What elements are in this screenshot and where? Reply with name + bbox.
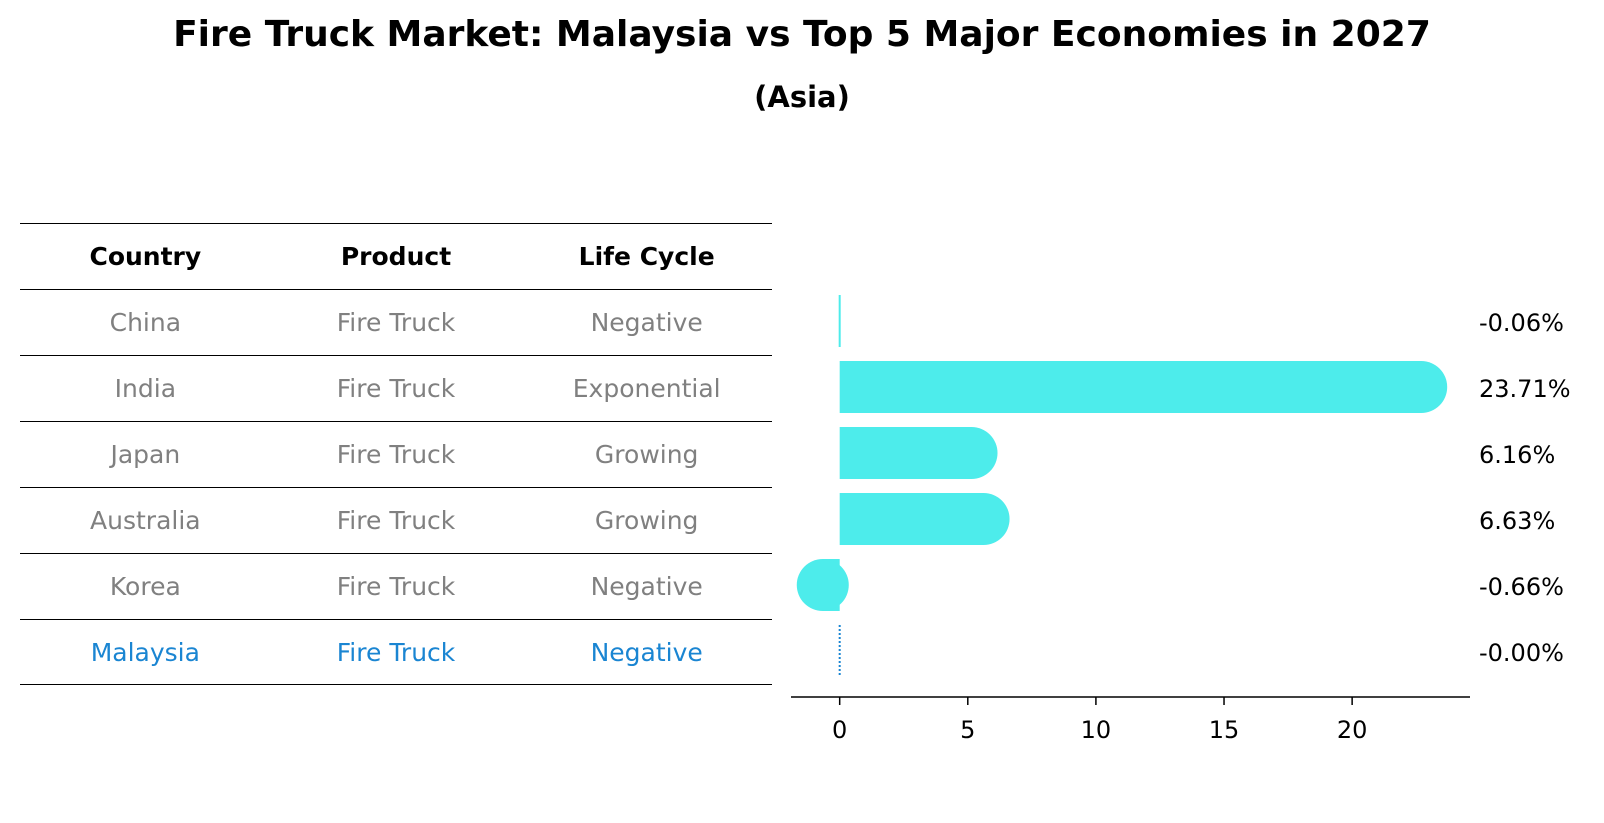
bar-value-label: -0.06% bbox=[1479, 309, 1564, 337]
table-row: Japan Fire Truck Growing bbox=[20, 421, 772, 487]
bar-value-label: 6.16% bbox=[1479, 441, 1555, 469]
comparison-table: Country Product Life Cycle China Fire Tr… bbox=[20, 223, 772, 685]
cell-product: Fire Truck bbox=[336, 506, 456, 535]
x-tick-label: 20 bbox=[1337, 716, 1368, 744]
cell-country: Japan bbox=[110, 440, 181, 469]
header-product: Product bbox=[340, 242, 452, 271]
bar-value-label: 6.63% bbox=[1479, 507, 1555, 535]
cell-product: Fire Truck bbox=[336, 637, 456, 667]
cell-product: Fire Truck bbox=[336, 440, 456, 469]
table-row-highlighted: Malaysia Fire Truck Negative bbox=[20, 619, 772, 685]
header-life-cycle: Life Cycle bbox=[578, 242, 715, 271]
table-row: China Fire Truck Negative bbox=[20, 289, 772, 355]
bar-cap bbox=[796, 559, 849, 611]
cell-country: Australia bbox=[90, 506, 201, 535]
x-tick-label: 10 bbox=[1081, 716, 1112, 744]
cell-country: India bbox=[114, 374, 177, 403]
table-row: Australia Fire Truck Growing bbox=[20, 487, 772, 553]
bar-value-label: -0.00% bbox=[1479, 639, 1564, 667]
table-header-row: Country Product Life Cycle bbox=[20, 223, 772, 289]
cell-product: Fire Truck bbox=[336, 374, 456, 403]
header-country: Country bbox=[89, 242, 202, 271]
cell-life-cycle: Growing bbox=[594, 506, 699, 535]
cell-life-cycle: Exponential bbox=[572, 374, 721, 403]
cell-country: China bbox=[109, 308, 182, 337]
cell-life-cycle: Negative bbox=[590, 572, 703, 601]
table-row: Korea Fire Truck Negative bbox=[20, 553, 772, 619]
bar bbox=[839, 427, 998, 479]
x-tick-label: 15 bbox=[1209, 716, 1240, 744]
chart-subtitle: (Asia) bbox=[754, 80, 850, 114]
cell-product: Fire Truck bbox=[336, 572, 456, 601]
table-row: India Fire Truck Exponential bbox=[20, 355, 772, 421]
bar bbox=[839, 493, 1010, 545]
cell-country: Malaysia bbox=[90, 637, 200, 667]
bar bbox=[838, 295, 841, 347]
x-tick-label: 0 bbox=[832, 716, 847, 744]
chart-title: Fire Truck Market: Malaysia vs Top 5 Maj… bbox=[173, 14, 1431, 55]
bar bbox=[839, 361, 1448, 413]
cell-life-cycle: Negative bbox=[590, 308, 703, 337]
bar-value-label: 23.71% bbox=[1479, 375, 1571, 403]
x-tick-label: 5 bbox=[960, 716, 975, 744]
bar-value-label: -0.66% bbox=[1479, 573, 1564, 601]
cell-product: Fire Truck bbox=[336, 308, 456, 337]
cell-country: Korea bbox=[109, 572, 181, 601]
cell-life-cycle: Negative bbox=[590, 637, 703, 667]
cell-life-cycle: Growing bbox=[594, 440, 699, 469]
